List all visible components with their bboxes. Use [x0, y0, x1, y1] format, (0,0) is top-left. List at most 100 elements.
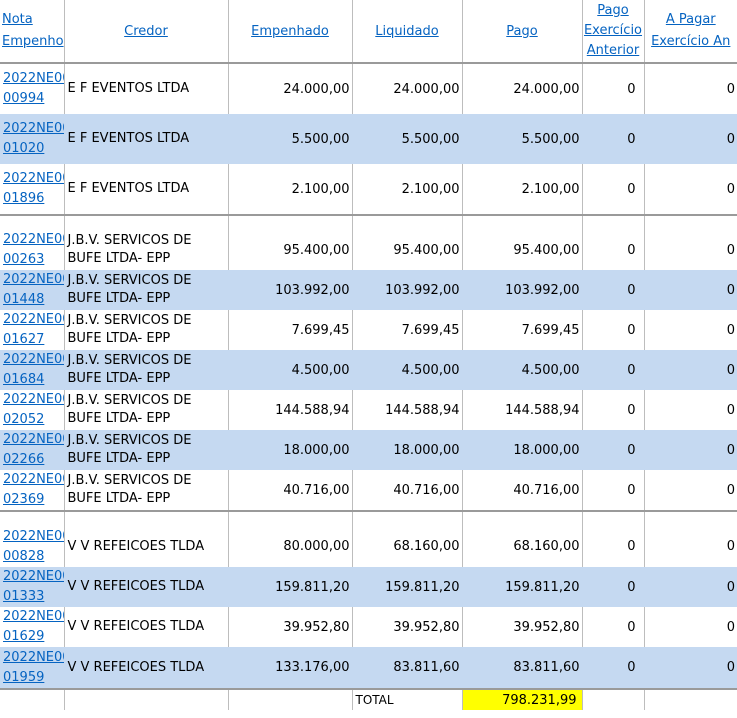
a-pagar-cell: 0 — [644, 114, 737, 164]
liquidado-header-link[interactable]: Liquidado — [375, 23, 439, 39]
col-credor-header[interactable]: Credor — [64, 0, 229, 64]
pago-exercicio-anterior-cell: 0 — [582, 430, 645, 470]
nota-empenho-link[interactable]: 2022NE00 — [3, 569, 64, 584]
pago-exercicio-anterior-cell: 0 — [582, 647, 645, 690]
pago-ant-header-line2[interactable]: Exercício — [583, 23, 643, 38]
pago-cell: 4.500,00 — [462, 350, 583, 390]
col-pago-header[interactable]: Pago — [462, 0, 583, 64]
nota-empenho-link[interactable]: 01684 — [3, 372, 45, 387]
nota-empenho-cell[interactable]: 2022NE00 01020 — [0, 114, 65, 164]
nota-empenho-cell[interactable]: 2022NE00 01627 — [0, 310, 65, 350]
credor-cell: E F EVENTOS LTDA — [64, 114, 229, 164]
nota-empenho-link[interactable]: 01448 — [3, 292, 45, 307]
nota-empenho-cell[interactable]: 2022NE00 00828 — [0, 526, 65, 567]
nota-empenho-link[interactable]: 2022NE00 — [3, 528, 64, 544]
table-row: 2022NE00 00994 E F EVENTOS LTDA 24.000,00 24… — [0, 63, 737, 114]
pago-cell: 7.699,45 — [462, 310, 583, 350]
nota-empenho-cell[interactable]: 2022NE00 02266 — [0, 430, 65, 470]
nota-empenho-link[interactable]: 2022NE00 — [3, 171, 64, 186]
pago-cell: 159.811,20 — [462, 567, 583, 607]
liquidado-cell: 7.699,45 — [352, 310, 463, 350]
credor-text: J.B.V. SERVICOS DE — [67, 433, 192, 448]
total-row: TOTAL 798.231,99 — [0, 688, 737, 710]
nota-empenho-link[interactable]: 2022NE00 — [3, 71, 64, 86]
nota-empenho-cell[interactable]: 2022NE00 01896 — [0, 164, 65, 216]
credor-header-link[interactable]: Credor — [124, 23, 168, 39]
empenhado-cell: 5.500,00 — [228, 114, 353, 164]
empenhado-cell: 39.952,80 — [228, 607, 353, 647]
nota-empenho-link[interactable]: 02369 — [3, 492, 45, 507]
nota-empenho-link[interactable]: 2022NE00 — [3, 352, 64, 367]
nota-empenho-link[interactable]: 2022NE00 — [3, 232, 64, 247]
nota-empenho-link[interactable]: 00263 — [3, 252, 45, 267]
empenhado-header-link[interactable]: Empenhado — [251, 23, 329, 39]
nota-empenho-cell[interactable]: 2022NE00 01333 — [0, 567, 65, 607]
nota-empenho-cell[interactable]: 2022NE00 01629 — [0, 607, 65, 647]
nota-empenho-link[interactable]: 2022NE00 — [3, 432, 64, 447]
nota-empenho-link[interactable]: 01627 — [3, 332, 45, 347]
credor-text: BUFE LTDA- EPP — [67, 251, 171, 266]
pago-ant-header-line1[interactable]: Pago — [597, 3, 629, 18]
nota-empenho-link[interactable]: 01896 — [3, 191, 45, 206]
nota-empenho-link[interactable]: 01629 — [3, 629, 45, 644]
credor-text: V V REFEICOES TLDA — [67, 538, 205, 554]
nota-empenho-link[interactable]: 01959 — [3, 669, 45, 685]
credor-text: V V REFEICOES TLDA — [67, 619, 205, 634]
nota-empenho-link[interactable]: 00828 — [3, 548, 45, 564]
empenhado-cell: 4.500,00 — [228, 350, 353, 390]
nota-empenho-link[interactable]: 2022NE00 — [3, 472, 64, 487]
nota-empenho-link[interactable]: 00994 — [3, 91, 45, 106]
nota-empenho-cell[interactable]: 2022NE00 02052 — [0, 390, 65, 430]
col-a-pagar-header[interactable]: A Pagar Exercício An — [644, 0, 737, 64]
nota-empenho-link[interactable]: 2022NE00 — [3, 121, 64, 136]
liquidado-cell: 159.811,20 — [352, 567, 463, 607]
nota-empenho-link[interactable]: 2022NE00 — [3, 312, 64, 327]
pago-cell: 24.000,00 — [462, 63, 583, 114]
a-pagar-header-line1[interactable]: A Pagar — [665, 12, 716, 27]
nota-empenho-cell[interactable]: 2022NE00 02369 — [0, 470, 65, 512]
nota-empenho-cell[interactable]: 2022NE00 01959 — [0, 647, 65, 690]
col-pago-exercicio-anterior-header[interactable]: Pago Exercício Anterior — [582, 0, 645, 64]
liquidado-cell: 5.500,00 — [352, 114, 463, 164]
liquidado-cell: 39.952,80 — [352, 607, 463, 647]
a-pagar-cell: 0 — [726, 402, 735, 418]
nota-empenho-cell[interactable]: 2022NE00 01684 — [0, 350, 65, 390]
col-nota-empenho-header[interactable]: Nota Empenho — [0, 0, 65, 64]
pago-cell: 83.811,60 — [462, 647, 583, 690]
nota-empenho-link[interactable]: 02266 — [3, 452, 45, 467]
credor-text: BUFE LTDA- EPP — [67, 491, 171, 506]
total-empty-cell — [64, 688, 229, 710]
a-pagar-header-line2[interactable]: Exercício An — [651, 34, 731, 49]
nota-empenho-link[interactable]: 01333 — [3, 589, 45, 604]
nota-empenho-cell[interactable]: 2022NE00 00994 — [0, 63, 65, 114]
pago-ant-header-line3[interactable]: Anterior — [586, 43, 640, 58]
nota-empenho-link[interactable]: 02052 — [3, 412, 45, 427]
nota-empenho-link[interactable]: 2022NE00 — [3, 609, 64, 624]
a-pagar-cell: 0 — [644, 164, 737, 216]
nota-empenho-link[interactable]: 2022NE00 — [3, 272, 64, 287]
pago-exercicio-anterior-cell: 0 — [582, 526, 645, 567]
pago-header-link[interactable]: Pago — [506, 23, 538, 39]
nota-empenho-link[interactable]: 2022NE00 — [3, 649, 64, 665]
total-empty-cell — [644, 688, 737, 710]
pago-cell: 144.588,94 — [462, 390, 583, 430]
total-empty-cell — [582, 688, 645, 710]
credor-text: BUFE LTDA- EPP — [67, 371, 171, 386]
credor-text: V V REFEICOES TLDA — [67, 579, 205, 594]
nota-header-line1[interactable]: Nota — [2, 12, 33, 27]
credor-text: BUFE LTDA- EPP — [67, 291, 171, 306]
nota-empenho-cell[interactable]: 2022NE00 01448 — [0, 270, 65, 310]
nota-empenho-link[interactable]: 2022NE00 — [3, 392, 64, 407]
col-liquidado-header[interactable]: Liquidado — [352, 0, 463, 64]
nota-empenho-cell[interactable]: 2022NE00 00263 — [0, 230, 65, 270]
credor-cell: J.B.V. SERVICOS DE BUFE LTDA- EPP — [64, 310, 229, 350]
nota-header-line2[interactable]: Empenho — [2, 34, 64, 49]
nota-empenho-link[interactable]: 01020 — [3, 141, 45, 156]
pago-cell: 95.400,00 — [462, 230, 583, 270]
liquidado-cell: 40.716,00 — [352, 470, 463, 512]
pago-cell: 68.160,00 — [462, 526, 583, 567]
col-empenhado-header[interactable]: Empenhado — [228, 0, 353, 64]
credor-text: J.B.V. SERVICOS DE — [67, 273, 192, 288]
credor-text: J.B.V. SERVICOS DE — [67, 313, 192, 328]
